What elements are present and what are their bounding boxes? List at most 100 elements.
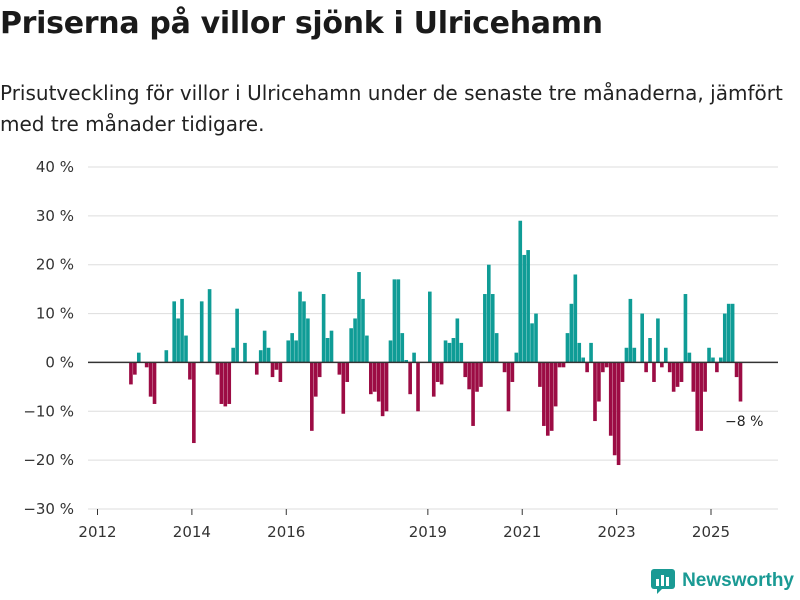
bar — [152, 362, 157, 404]
bar — [133, 362, 137, 375]
bar — [353, 318, 357, 363]
bar — [188, 362, 192, 380]
bar — [691, 362, 696, 392]
bar — [129, 362, 133, 385]
bar — [471, 362, 475, 426]
bar — [435, 362, 440, 382]
bar — [679, 362, 684, 382]
bar — [215, 362, 220, 375]
bar — [219, 362, 224, 404]
bar — [695, 362, 700, 431]
bar — [683, 294, 688, 363]
bar — [573, 274, 578, 363]
bar — [345, 362, 350, 382]
bar — [518, 220, 523, 363]
x-tick-label: 2014 — [173, 523, 211, 541]
bar — [734, 362, 739, 378]
bar — [719, 357, 723, 363]
bar — [416, 362, 420, 412]
bar — [581, 357, 585, 363]
bar — [412, 352, 416, 363]
bar — [549, 362, 554, 431]
bar — [266, 347, 271, 363]
bar — [593, 362, 597, 422]
y-tick-label: 20 % — [36, 256, 74, 274]
bar — [184, 335, 188, 363]
bar — [254, 362, 259, 375]
bar — [557, 362, 562, 368]
bar — [660, 362, 664, 368]
bar — [439, 362, 444, 385]
bar — [223, 362, 228, 407]
bar — [640, 313, 644, 363]
x-axis: 2012 2014 2016 2019 2021 2023 2025 — [78, 509, 730, 541]
bar — [294, 340, 298, 363]
bar — [451, 338, 456, 363]
y-tick-label: 30 % — [36, 207, 74, 225]
bar — [656, 318, 660, 363]
bar — [357, 272, 361, 363]
y-tick-label: 0 % — [45, 353, 74, 371]
bar — [722, 313, 727, 363]
newsworthy-logo: Newsworthy — [650, 568, 794, 594]
bar — [671, 362, 676, 392]
bars — [88, 220, 778, 466]
bar — [459, 342, 464, 363]
bar — [738, 362, 743, 402]
newsworthy-logo-icon — [651, 569, 676, 594]
bar — [526, 250, 530, 363]
bar — [490, 294, 495, 363]
bar — [199, 301, 204, 363]
bar — [604, 362, 609, 368]
bar — [534, 313, 538, 363]
bar — [569, 303, 574, 363]
bar — [479, 362, 483, 387]
bar — [486, 264, 491, 363]
bar — [494, 333, 499, 363]
bar — [687, 352, 692, 363]
bar — [408, 362, 412, 395]
bar — [542, 362, 546, 426]
bar — [176, 318, 180, 363]
bar — [553, 362, 558, 407]
bar — [207, 289, 212, 363]
bar — [730, 303, 735, 363]
bar — [278, 362, 283, 382]
bar — [286, 340, 291, 363]
bar — [514, 352, 519, 363]
bar — [372, 362, 377, 392]
bar — [404, 359, 409, 363]
bar — [612, 362, 617, 456]
bar — [616, 362, 621, 466]
x-tick-label: 2016 — [267, 523, 305, 541]
bar — [467, 362, 471, 390]
bar — [290, 333, 294, 363]
y-axis-labels: 40 % 30 % 20 % 10 % 0 % −10 % −20 % −30 % — [23, 158, 74, 518]
bar — [652, 362, 656, 382]
x-tick-label: 2025 — [692, 523, 730, 541]
bar — [648, 338, 652, 363]
x-tick-label: 2019 — [409, 523, 447, 541]
bar — [231, 347, 235, 363]
bar — [180, 298, 184, 363]
annotations: −8 % — [725, 414, 763, 430]
bar — [172, 301, 176, 363]
bar — [396, 279, 401, 363]
bar — [243, 342, 247, 363]
bar — [136, 352, 141, 363]
bar — [663, 347, 668, 363]
bar — [506, 362, 511, 412]
bar — [144, 362, 149, 368]
bar — [545, 362, 550, 436]
bar — [699, 362, 703, 431]
bar — [270, 362, 275, 378]
bar — [726, 303, 731, 363]
bar — [310, 362, 314, 431]
bar — [589, 342, 593, 363]
bar — [298, 291, 302, 363]
bar — [325, 338, 330, 363]
bar — [376, 362, 381, 402]
bar — [601, 362, 605, 373]
bar — [707, 347, 711, 363]
bar — [447, 342, 452, 363]
